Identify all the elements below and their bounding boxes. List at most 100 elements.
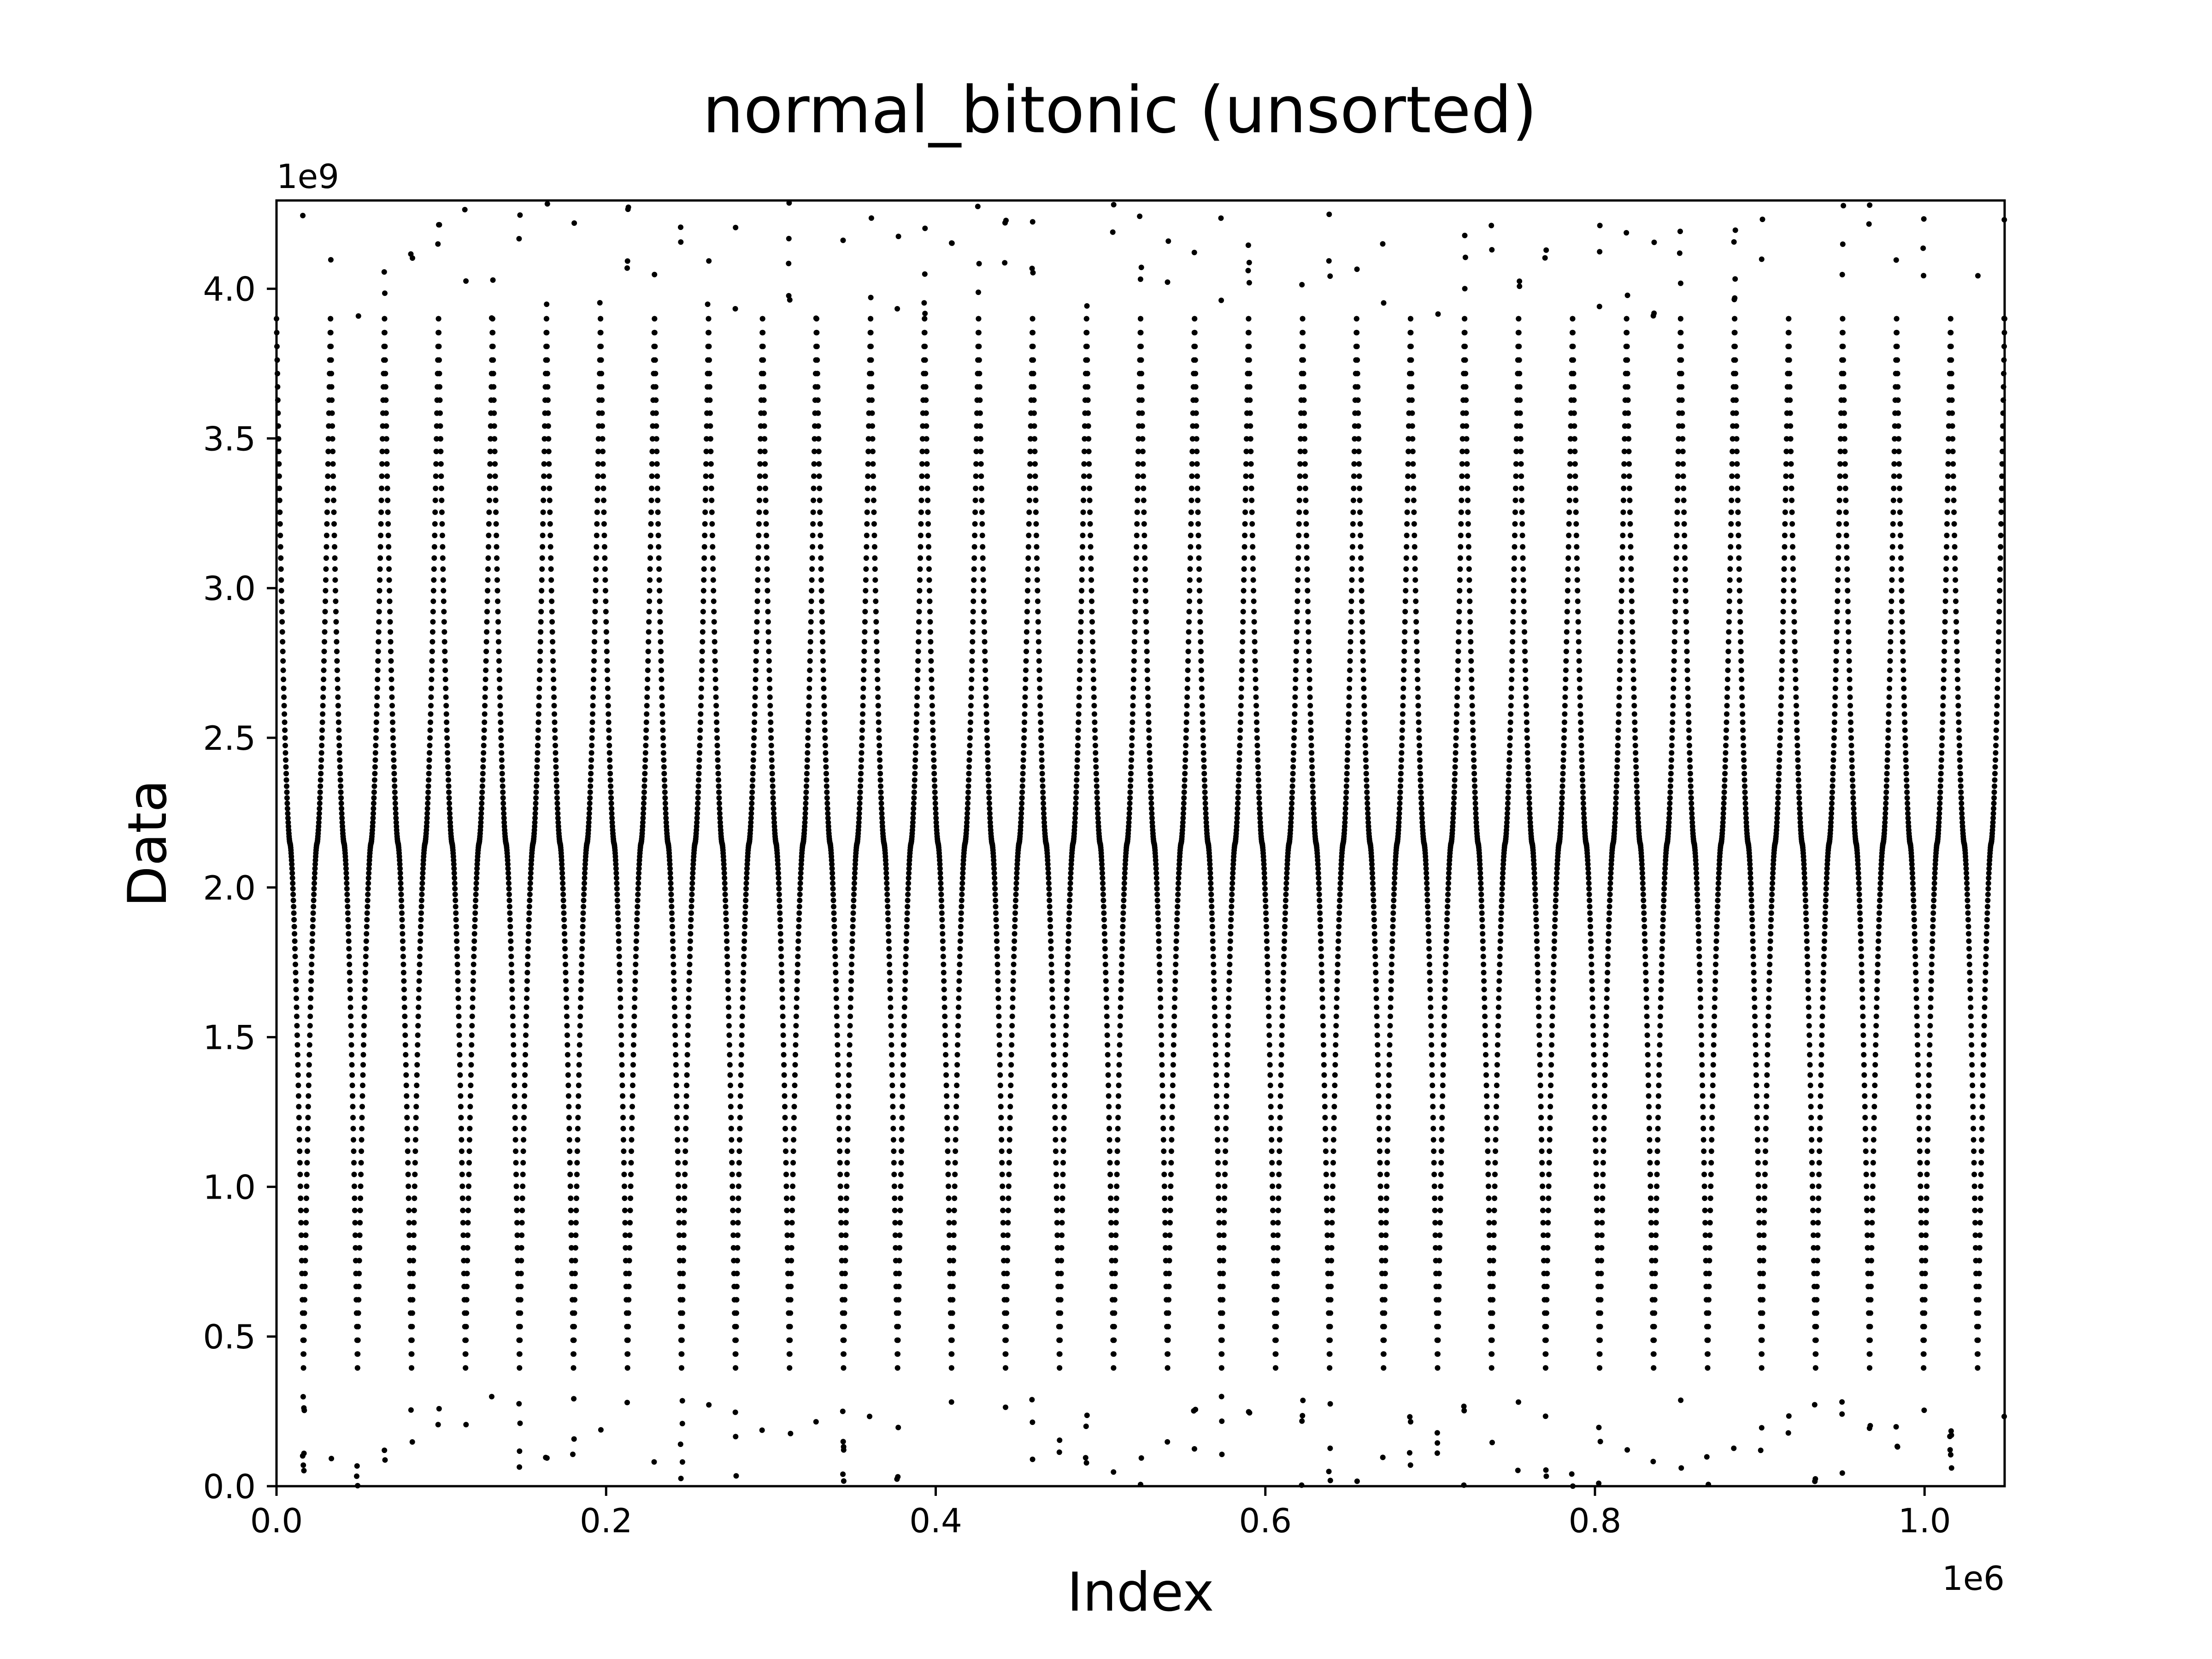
data-point: [1140, 436, 1146, 442]
data-point: [958, 910, 964, 916]
data-point: [1222, 1171, 1228, 1177]
data-point: [1149, 811, 1155, 817]
data-point: [486, 532, 492, 538]
data-point: [919, 473, 925, 479]
data-point: [816, 461, 822, 467]
data-point: [1257, 819, 1263, 825]
data-point: [1064, 978, 1070, 984]
data-point: [1176, 875, 1182, 881]
data-point: [733, 1324, 739, 1330]
data-point: [545, 410, 551, 416]
data-point: [1075, 750, 1081, 756]
data-point: [1118, 978, 1124, 984]
data-point: [1053, 1183, 1059, 1189]
data-point: [929, 685, 935, 691]
data-point: [1279, 1032, 1285, 1038]
data-point: [976, 261, 982, 267]
data-point: [928, 667, 934, 673]
data-point: [694, 815, 700, 821]
data-point: [587, 795, 593, 801]
data-point: [1303, 509, 1309, 515]
data-point: [821, 677, 826, 682]
data-point: [980, 577, 986, 583]
data-point: [486, 544, 491, 550]
data-point: [1252, 658, 1258, 664]
data-point: [712, 677, 718, 682]
data-point: [687, 938, 693, 944]
data-point: [1311, 815, 1317, 821]
data-point: [1084, 371, 1090, 377]
data-point: [533, 789, 539, 795]
data-point: [342, 857, 348, 863]
data-point: [737, 1093, 743, 1099]
data-point: [293, 961, 298, 967]
data-point: [929, 677, 935, 682]
data-point: [713, 703, 719, 709]
data-point: [1012, 931, 1018, 937]
data-point: [382, 1447, 388, 1453]
data-point: [1329, 1232, 1335, 1238]
data-point: [847, 1032, 853, 1038]
data-point: [563, 978, 569, 984]
data-point: [439, 497, 445, 503]
data-point: [1000, 1183, 1006, 1189]
data-point: [383, 423, 389, 429]
data-point: [993, 910, 999, 916]
data-point: [728, 1093, 734, 1099]
data-point: [679, 1310, 685, 1316]
data-point: [1021, 735, 1027, 741]
data-point: [537, 648, 543, 654]
data-point: [465, 1220, 471, 1226]
data-point: [304, 1183, 310, 1189]
data-point: [1165, 238, 1171, 244]
data-point: [540, 544, 546, 550]
data-point: [625, 204, 631, 210]
data-point: [949, 240, 955, 246]
data-point: [1004, 1283, 1010, 1289]
data-point: [659, 667, 664, 673]
data-point: [1318, 938, 1324, 944]
data-point: [1224, 1072, 1230, 1078]
data-point: [555, 811, 561, 817]
data-point: [972, 521, 978, 527]
data-point: [575, 1137, 581, 1143]
data-point: [388, 658, 394, 664]
data-point: [330, 485, 336, 491]
data-point: [487, 473, 493, 479]
data-point: [501, 819, 507, 825]
data-point: [951, 1207, 957, 1213]
data-point: [852, 861, 858, 867]
data-point: [1200, 742, 1206, 748]
data-point: [1008, 1052, 1014, 1058]
data-point: [474, 870, 480, 876]
data-point: [646, 639, 652, 645]
data-point: [846, 1062, 852, 1068]
data-point: [599, 384, 605, 390]
data-point: [1024, 629, 1030, 635]
data-point: [1129, 757, 1134, 763]
data-point: [512, 1104, 518, 1110]
data-point: [993, 917, 999, 923]
data-point: [1301, 423, 1307, 429]
data-point: [815, 410, 821, 416]
data-point: [753, 648, 759, 654]
data-point: [641, 783, 647, 789]
data-point: [293, 987, 299, 993]
data-point: [1343, 789, 1349, 795]
data-point: [1213, 1072, 1219, 1078]
data-point: [594, 485, 600, 491]
data-point: [980, 566, 986, 572]
data-point: [508, 946, 514, 952]
data-point: [949, 1351, 955, 1357]
data-point: [1203, 811, 1209, 817]
data-point: [1003, 218, 1009, 224]
data-point: [535, 750, 541, 756]
data-point: [1100, 886, 1106, 892]
data-point: [777, 931, 783, 937]
data-point: [1239, 648, 1245, 654]
data-point: [1036, 677, 1042, 682]
data-point: [1147, 742, 1152, 748]
data-point: [753, 677, 759, 682]
data-point: [736, 1160, 742, 1166]
data-point: [953, 1126, 959, 1131]
